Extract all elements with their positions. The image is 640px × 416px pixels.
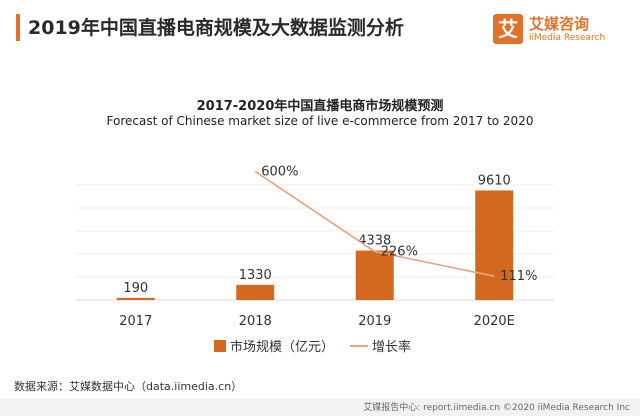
legend-line-label: 增长率 <box>372 339 411 355</box>
growth-label-2018: 600% <box>261 164 298 179</box>
bar-label-2018: 1330 <box>239 268 272 283</box>
bar-2017 <box>116 297 155 300</box>
title-accent-bar <box>16 14 20 41</box>
x-tick-2017: 2017 <box>119 314 152 329</box>
growth-line <box>254 170 495 277</box>
bar-label-2019: 4338 <box>358 234 391 249</box>
x-tick-2020E: 2020E <box>474 314 515 329</box>
logo-cn-text: 艾媒咨询 <box>529 15 590 33</box>
footer-text: 艾媒报告中心: report.iimedia.cn ©2020 iiMedia … <box>363 403 630 413</box>
growth-label-2020E: 111% <box>500 269 537 284</box>
bar-2018 <box>236 284 275 300</box>
footer-band <box>0 398 640 416</box>
bar-2019 <box>355 250 394 300</box>
bar-2020E <box>475 190 514 300</box>
chart-title: 2017-2020年中国直播电商市场规模预测 <box>196 99 444 114</box>
iimedia-logo: 艾 艾媒咨询 iiMedia Research <box>493 14 628 48</box>
bar-label-2017: 190 <box>123 281 148 296</box>
legend-bar-swatch <box>214 340 226 352</box>
page-title: 2019年中国直播电商规模及大数据监测分析 <box>28 17 404 39</box>
x-tick-2018: 2018 <box>239 314 272 329</box>
bar-label-2020E: 9610 <box>478 173 511 188</box>
logo-mark-icon: 艾 <box>493 14 523 44</box>
logo-en-text: iiMedia Research <box>529 33 606 43</box>
data-source: 数据来源：艾媒数据中心（data.iimedia.cn） <box>14 380 243 393</box>
chart-subtitle: Forecast of Chinese market size of live … <box>106 114 534 128</box>
legend-bar-label: 市场规模（亿元） <box>230 339 334 355</box>
x-tick-2019: 2019 <box>358 314 391 329</box>
growth-label-2019: 226% <box>381 245 418 260</box>
